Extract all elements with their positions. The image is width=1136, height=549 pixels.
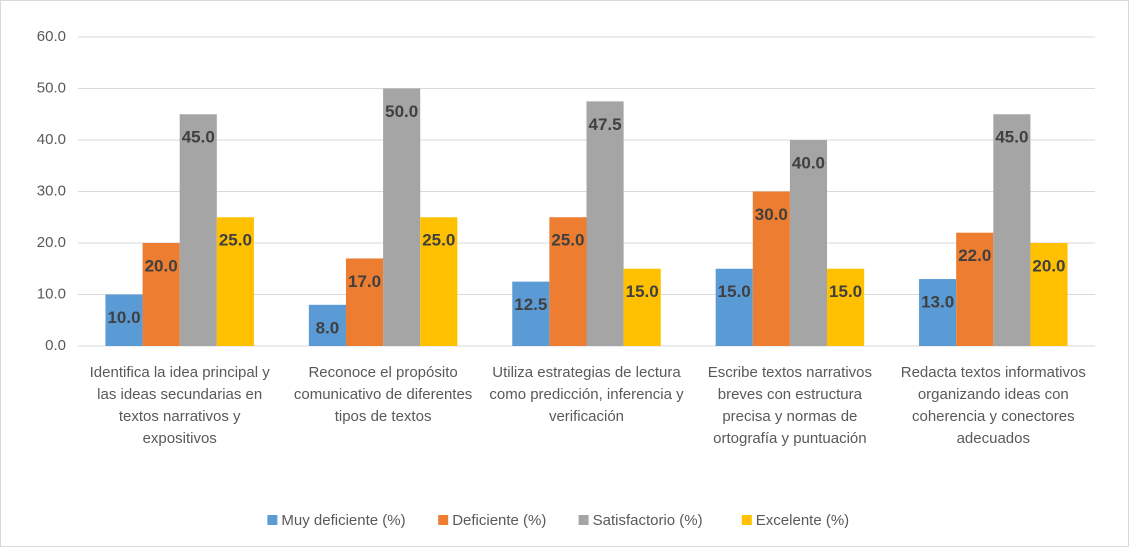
data-label: 25.0 <box>219 231 252 250</box>
data-label: 25.0 <box>422 231 455 250</box>
bar <box>715 268 753 346</box>
bar <box>383 88 421 346</box>
y-tick-label: 10.0 <box>37 285 66 302</box>
data-label: 20.0 <box>145 256 178 275</box>
bar <box>142 243 180 346</box>
y-tick-label: 50.0 <box>37 79 66 96</box>
x-tick-label: Reconoce el propósito comunicativo de di… <box>293 364 473 425</box>
bar <box>345 258 384 346</box>
bar <box>919 279 957 346</box>
legend-label: Excelente (%) <box>756 512 849 529</box>
bar <box>216 217 254 346</box>
data-label: 22.0 <box>958 246 991 265</box>
bar <box>789 140 828 346</box>
legend-swatch <box>438 515 449 525</box>
bar <box>179 114 217 346</box>
legend-swatch <box>578 515 589 525</box>
bar <box>420 217 458 346</box>
y-tick-label: 60.0 <box>37 28 66 45</box>
legend-label: Deficiente (%) <box>452 512 546 529</box>
data-label: 10.0 <box>107 308 140 327</box>
legend-swatch <box>741 515 752 525</box>
data-label: 30.0 <box>755 205 788 224</box>
bar <box>956 232 994 346</box>
x-tick-label: Utiliza estrategias de lectura como pred… <box>489 364 684 425</box>
bar <box>105 294 143 346</box>
bar <box>512 281 550 346</box>
bar <box>308 304 346 346</box>
data-label: 17.0 <box>348 272 381 291</box>
data-label: 25.0 <box>551 231 584 250</box>
y-tick-label: 30.0 <box>37 182 66 199</box>
bar <box>752 191 790 346</box>
data-label: 15.0 <box>829 282 862 301</box>
bar <box>623 268 661 346</box>
y-tick-label: 0.0 <box>45 337 66 354</box>
data-label: 50.0 <box>385 102 418 121</box>
bar <box>1030 243 1068 346</box>
legend-label: Satisfactorio (%) <box>593 512 703 529</box>
data-label: 15.0 <box>626 282 659 301</box>
bar <box>549 217 587 346</box>
data-label: 13.0 <box>921 293 954 312</box>
x-tick-label: Redacta textos informativos organizando … <box>900 364 1086 447</box>
data-label: 45.0 <box>182 128 215 147</box>
data-label: 15.0 <box>718 282 751 301</box>
x-tick-label: Escribe textos narrativos breves con est… <box>707 364 872 447</box>
data-label: 47.5 <box>589 115 622 134</box>
legend-swatch <box>267 515 278 525</box>
y-tick-label: 20.0 <box>37 234 66 251</box>
bar <box>993 114 1031 346</box>
data-label: 8.0 <box>316 318 340 337</box>
x-tick-label: Identifica la idea principal y las ideas… <box>89 364 270 447</box>
data-label: 40.0 <box>792 153 825 172</box>
data-label: 20.0 <box>1032 256 1065 275</box>
data-label: 45.0 <box>995 128 1028 147</box>
legend-label: Muy deficiente (%) <box>281 512 405 529</box>
y-tick-label: 40.0 <box>37 131 66 148</box>
bar <box>827 268 865 346</box>
data-label: 12.5 <box>514 295 547 314</box>
bar <box>586 101 624 346</box>
